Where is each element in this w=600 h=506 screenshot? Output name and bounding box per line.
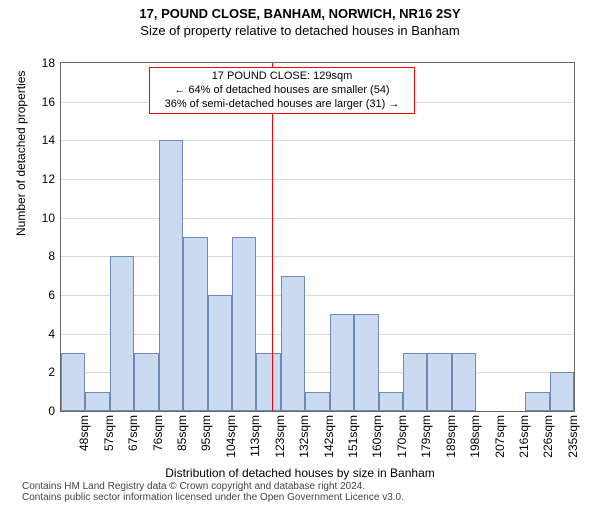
grid-line — [61, 334, 574, 335]
attribution-line2: Contains public sector information licen… — [22, 493, 404, 504]
plot-area: 02468101214161848sqm57sqm67sqm76sqm85sqm… — [60, 62, 575, 412]
y-tick-label: 14 — [42, 133, 55, 147]
histogram-bar — [330, 314, 354, 411]
y-tick-label: 6 — [48, 288, 55, 302]
histogram-bar — [110, 256, 134, 411]
histogram-bar — [61, 353, 85, 411]
reference-line — [272, 63, 273, 411]
histogram-bar — [232, 237, 256, 411]
x-tick-label: 216sqm — [517, 415, 531, 458]
y-tick-label: 16 — [42, 95, 55, 109]
histogram-bar — [452, 353, 476, 411]
x-tick-label: 151sqm — [346, 415, 360, 458]
histogram-bar — [159, 140, 183, 411]
x-tick-label: 189sqm — [444, 415, 458, 458]
x-tick-label: 85sqm — [175, 415, 189, 451]
y-tick-label: 0 — [48, 404, 55, 418]
x-tick-label: 95sqm — [199, 415, 213, 451]
x-tick-label: 160sqm — [370, 415, 384, 458]
y-tick-label: 10 — [42, 211, 55, 225]
chart-title-sub: Size of property relative to detached ho… — [0, 23, 600, 38]
annotation-line: ← 64% of detached houses are smaller (54… — [156, 84, 408, 98]
histogram-bar — [379, 392, 403, 411]
grid-line — [61, 179, 574, 180]
histogram-bar — [183, 237, 207, 411]
annotation-line: 36% of semi-detached houses are larger (… — [156, 98, 408, 112]
y-tick-label: 2 — [48, 365, 55, 379]
attribution-line1: Contains HM Land Registry data © Crown c… — [22, 482, 404, 493]
y-tick-label: 18 — [42, 56, 55, 70]
histogram-bar — [403, 353, 427, 411]
x-tick-label: 67sqm — [126, 415, 140, 451]
histogram-bar — [305, 392, 329, 411]
x-tick-label: 179sqm — [419, 415, 433, 458]
x-tick-label: 207sqm — [493, 415, 507, 458]
x-tick-label: 132sqm — [297, 415, 311, 458]
y-axis-label: Number of detached properties — [14, 71, 28, 236]
x-tick-label: 57sqm — [102, 415, 116, 451]
x-tick-label: 104sqm — [224, 415, 238, 458]
chart-title-main: 17, POUND CLOSE, BANHAM, NORWICH, NR16 2… — [0, 6, 600, 21]
histogram-bar — [281, 276, 305, 411]
x-tick-label: 142sqm — [322, 415, 336, 458]
y-tick-label: 12 — [42, 172, 55, 186]
annotation-box: 17 POUND CLOSE: 129sqm← 64% of detached … — [149, 67, 415, 114]
histogram-bar — [256, 353, 280, 411]
x-tick-label: 48sqm — [77, 415, 91, 451]
x-tick-label: 226sqm — [541, 415, 555, 458]
x-tick-label: 198sqm — [468, 415, 482, 458]
x-tick-label: 170sqm — [395, 415, 409, 458]
chart-container: 17, POUND CLOSE, BANHAM, NORWICH, NR16 2… — [0, 6, 600, 506]
x-tick-label: 113sqm — [248, 415, 262, 457]
histogram-bar — [134, 353, 158, 411]
annotation-line: 17 POUND CLOSE: 129sqm — [156, 70, 408, 84]
grid-line — [61, 295, 574, 296]
histogram-bar — [427, 353, 451, 411]
y-tick-label: 8 — [48, 249, 55, 263]
histogram-bar — [354, 314, 378, 411]
x-tick-label: 235sqm — [566, 415, 580, 458]
histogram-bar — [525, 392, 549, 411]
x-axis-label: Distribution of detached houses by size … — [0, 466, 600, 480]
grid-line — [61, 256, 574, 257]
histogram-bar — [85, 392, 109, 411]
grid-line — [61, 140, 574, 141]
histogram-bar — [550, 372, 574, 411]
histogram-bar — [208, 295, 232, 411]
x-tick-label: 76sqm — [151, 415, 165, 451]
grid-line — [61, 218, 574, 219]
x-tick-label: 123sqm — [273, 415, 287, 458]
y-tick-label: 4 — [48, 327, 55, 341]
